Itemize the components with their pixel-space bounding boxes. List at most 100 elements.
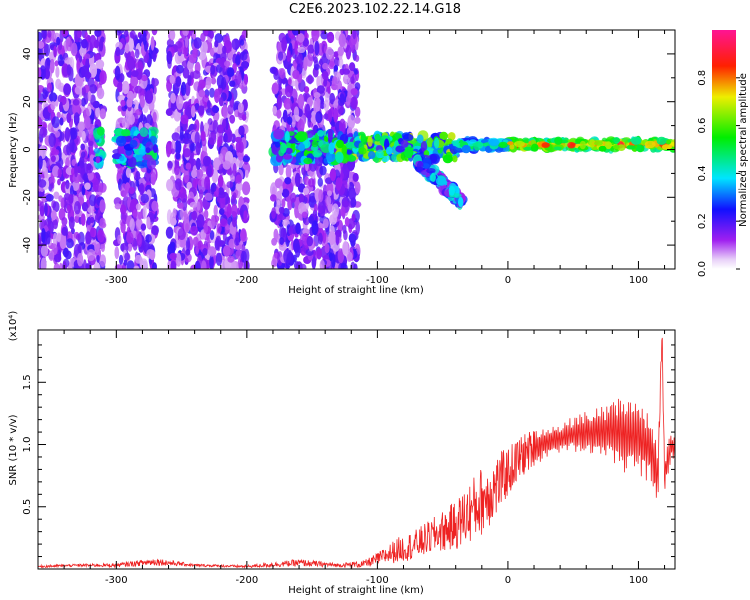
heatmap-cell (318, 189, 324, 203)
heatmap-cell (348, 187, 357, 201)
heatmap-cell (44, 202, 48, 216)
heatmap-cell (238, 125, 245, 136)
heatmap-cell (38, 67, 42, 78)
heatmap-cell (99, 38, 104, 52)
heatmap-cell (354, 181, 361, 194)
heatmap-cell (297, 93, 305, 109)
heatmap-cell (133, 265, 140, 269)
heatmap-cell (60, 198, 65, 209)
heatmap-cell (218, 97, 224, 107)
heatmap-cell (656, 136, 667, 145)
heatmap-cell (121, 129, 131, 137)
heatmap-cell (213, 204, 218, 217)
heatmap-cell (239, 39, 245, 46)
heatmap-cell (138, 149, 148, 155)
heatmap-cell (333, 107, 339, 123)
heatmap-cell (303, 187, 310, 195)
heatmap-cell (84, 182, 91, 190)
heatmap-cell (199, 189, 204, 200)
heatmap-cell (77, 121, 86, 131)
heatmap-cell (176, 95, 184, 110)
heatmap-cell (170, 148, 175, 155)
heatmap-cell (166, 143, 171, 158)
heatmap-cell (80, 65, 89, 77)
heatmap-cell (303, 157, 313, 165)
heatmap-cell (402, 133, 414, 141)
heatmap-cell (142, 204, 147, 220)
heatmap-cell (297, 33, 305, 43)
heatmap-cell (420, 140, 428, 153)
heatmap-cell (509, 143, 515, 150)
y-tick-label: -40 (22, 237, 33, 253)
heatmap-cell (195, 246, 200, 255)
heatmap-cell (84, 53, 91, 60)
heatmap-cell (120, 183, 128, 198)
heatmap-cell (54, 253, 62, 263)
spectrogram-y-label: Frequency (Hz) (8, 112, 19, 188)
heatmap-cell (126, 231, 134, 244)
heatmap-cell (278, 51, 284, 61)
heatmap-cell (61, 30, 69, 37)
heatmap-cell (661, 144, 672, 150)
heatmap-cell (170, 260, 177, 269)
heatmap-cell (97, 182, 103, 193)
heatmap-cell (232, 163, 237, 177)
heatmap-cell (567, 142, 576, 149)
heatmap-cell (201, 260, 207, 269)
heatmap-cell (125, 167, 132, 178)
heatmap-cell (229, 80, 236, 87)
heatmap-cell (140, 223, 147, 231)
heatmap-cell (89, 154, 95, 166)
heatmap-cell (232, 261, 236, 268)
heatmap-cell (352, 172, 359, 182)
heatmap-cell (68, 194, 74, 204)
heatmap-cell (231, 203, 238, 218)
heatmap-cell (386, 146, 393, 155)
heatmap-cell (423, 163, 430, 169)
heatmap-cell (65, 38, 73, 52)
heatmap-cell (137, 178, 146, 186)
heatmap-cell (50, 210, 57, 221)
heatmap-cell (327, 108, 333, 123)
heatmap-cell (79, 156, 85, 169)
heatmap-cell (63, 83, 72, 96)
heatmap-cell (210, 64, 216, 75)
y-tick-label: 20 (22, 95, 33, 108)
heatmap-cell (626, 145, 636, 150)
heatmap-cell (50, 182, 55, 189)
heatmap-cell (222, 245, 231, 257)
x-tick-label: -200 (236, 575, 259, 586)
heatmap-cell (353, 263, 358, 269)
heatmap-cell (152, 262, 157, 269)
heatmap-cell (208, 132, 217, 145)
heatmap-cell (167, 160, 173, 169)
heatmap-cell (293, 238, 300, 253)
heatmap-cell (278, 242, 287, 251)
heatmap-cell (89, 63, 98, 78)
heatmap-cell (439, 131, 449, 140)
heatmap-cell (273, 128, 285, 140)
heatmap-cell (283, 98, 292, 110)
heatmap-cell (120, 221, 126, 234)
heatmap-cell (452, 155, 458, 163)
heatmap-cell (134, 85, 143, 94)
heatmap-cell (192, 48, 198, 59)
heatmap-cell (198, 89, 206, 98)
heatmap-cell (340, 206, 346, 217)
heatmap-cell (75, 233, 81, 241)
heatmap-cell (223, 132, 228, 143)
heatmap-cell (312, 149, 323, 158)
heatmap-cell (320, 144, 332, 153)
heatmap-cell (190, 142, 196, 152)
heatmap-cell (177, 202, 184, 209)
heatmap-cell (135, 203, 141, 211)
heatmap-cell (42, 89, 48, 100)
heatmap-cell (50, 155, 56, 163)
heatmap-cell (367, 151, 376, 160)
heatmap-cell (531, 143, 539, 152)
heatmap-cell (52, 201, 60, 213)
heatmap-cell (86, 171, 94, 181)
snr-x-label: Height of straight line (km) (288, 585, 424, 596)
heatmap-cell (128, 186, 135, 194)
heatmap-cell (216, 223, 222, 234)
